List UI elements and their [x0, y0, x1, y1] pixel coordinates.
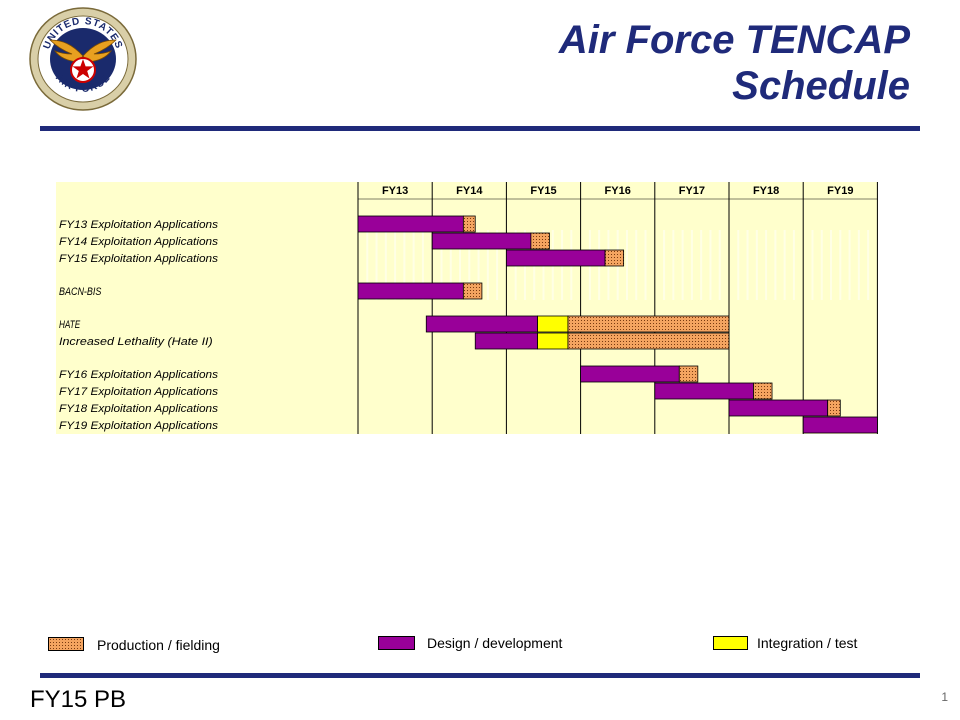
bar-design [505, 249, 606, 267]
footer-label: FY15 PB [30, 686, 127, 713]
row-labels: FY13 Exploitation Applications FY14 Explo… [59, 219, 219, 432]
schedule-bars [357, 215, 878, 434]
bar-production [530, 232, 550, 250]
legend-production: Production / fielding [48, 637, 248, 655]
wings-icon [49, 39, 117, 63]
legend-design-swatch [378, 636, 415, 650]
row-label: FY17 Exploitation Applications [59, 386, 219, 398]
bar-design [474, 332, 538, 350]
bar-integration [537, 315, 569, 333]
bar-production [462, 215, 476, 233]
bar-production [462, 282, 483, 300]
bar-production [678, 365, 699, 383]
page-title-line1: Air Force TENCAP [558, 18, 910, 62]
fiscal-year-header: FY13 FY14 FY15 FY16 FY17 FY18 FY19 [382, 185, 853, 197]
bar-design [357, 215, 464, 233]
bar-production [827, 399, 841, 417]
page-number: 1 [941, 690, 948, 704]
legend-design-label: Design / development [427, 635, 563, 651]
bar-design [802, 416, 878, 434]
air-force-logo: UNITED STATES AIR FORCE [29, 7, 137, 111]
fiscal-year-label-fy18: FY18 [753, 185, 779, 197]
schedule-gantt-chart: FY13 FY14 FY15 FY16 FY17 FY18 FY19 FY13 Exploi… [56, 182, 878, 434]
bar-production [753, 382, 773, 400]
fiscal-year-label-fy15: FY15 [530, 185, 556, 197]
row-label: BACN-BIS [59, 286, 102, 298]
legend-integration-swatch [713, 636, 748, 650]
legend-integration-label: Integration / test [757, 635, 858, 651]
fiscal-year-label-fy13: FY13 [382, 185, 408, 197]
bar-production [567, 332, 730, 350]
legend-design: Design / development [378, 635, 598, 654]
legend-integration: Integration / test [713, 635, 893, 654]
row-label: Increased Lethality (Hate II) [59, 336, 213, 348]
bar-design [425, 315, 538, 333]
fiscal-year-label-fy16: FY16 [605, 185, 631, 197]
bar-design [728, 399, 829, 417]
page-title-line2: Schedule [732, 64, 910, 108]
bar-design [654, 382, 754, 400]
bar-production [567, 315, 730, 333]
fiscal-year-label-fy19: FY19 [827, 185, 853, 197]
footer-divider [40, 673, 920, 678]
bar-integration [537, 332, 569, 350]
bar-production [604, 249, 625, 267]
fiscal-year-label-fy17: FY17 [679, 185, 705, 197]
row-label: FY16 Exploitation Applications [59, 369, 219, 381]
fiscal-year-label-fy14: FY14 [456, 185, 483, 197]
row-label: FY19 Exploitation Applications [59, 420, 219, 432]
header-divider [40, 126, 920, 131]
row-label: FY18 Exploitation Applications [59, 403, 219, 415]
row-label: FY13 Exploitation Applications [59, 219, 219, 231]
row-label: FY14 Exploitation Applications [59, 236, 219, 248]
bar-design [580, 365, 680, 383]
star-icon [72, 59, 94, 79]
legend-production-swatch [48, 637, 84, 651]
bar-design [431, 232, 532, 250]
legend-production-label: Production / fielding [97, 637, 220, 653]
row-label: HATE [59, 319, 81, 331]
row-label: FY15 Exploitation Applications [59, 253, 219, 265]
bar-design [357, 282, 464, 300]
